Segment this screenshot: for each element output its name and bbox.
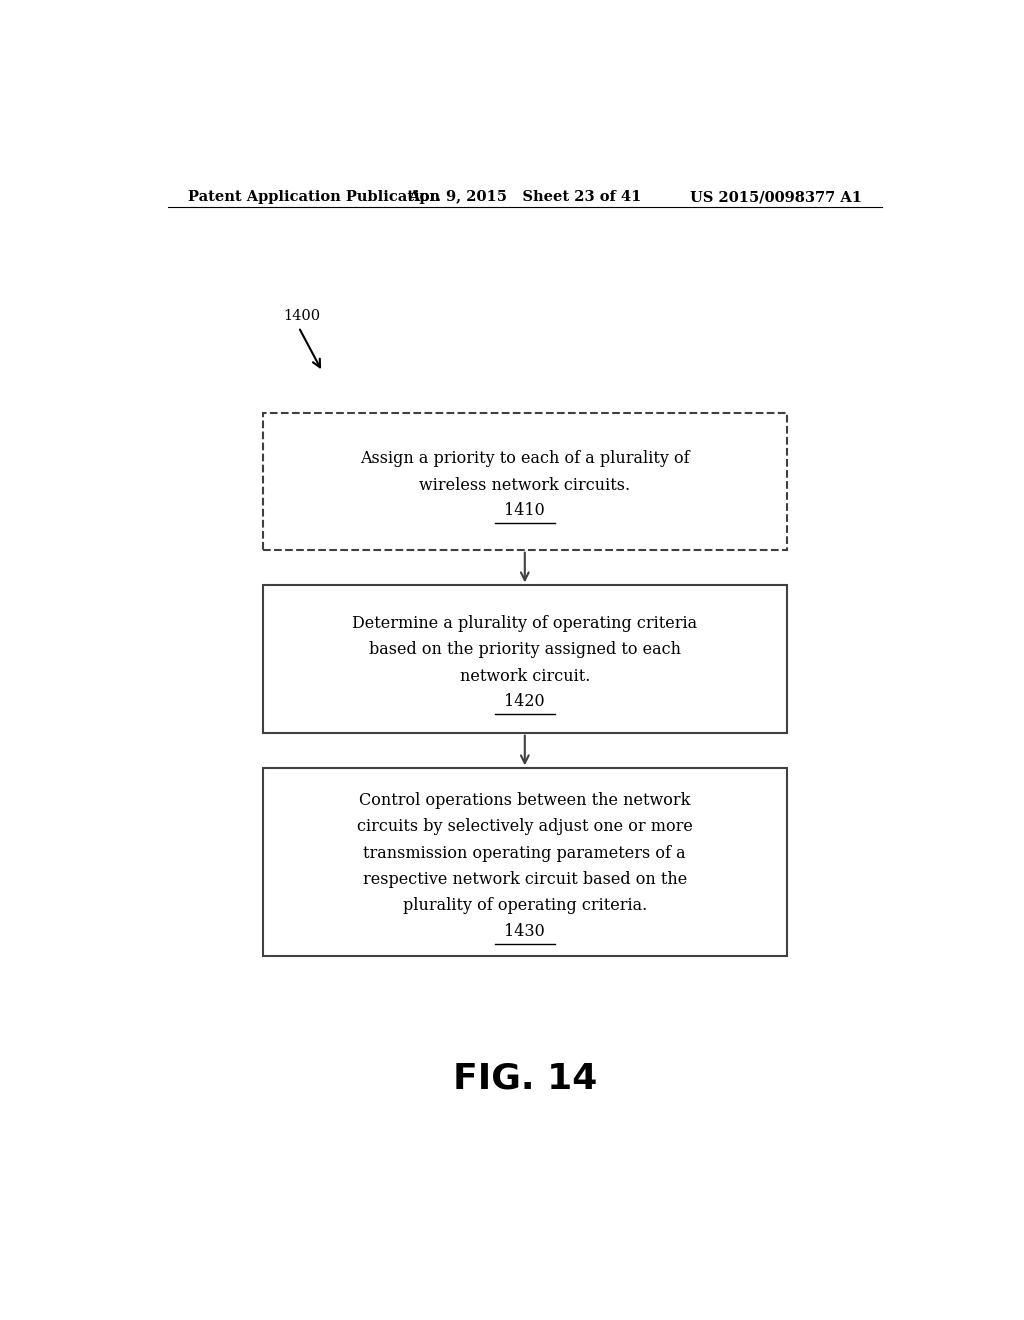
Text: 1420: 1420 xyxy=(505,693,545,710)
Text: based on the priority assigned to each: based on the priority assigned to each xyxy=(369,642,681,659)
Text: respective network circuit based on the: respective network circuit based on the xyxy=(362,871,687,888)
Text: circuits by selectively adjust one or more: circuits by selectively adjust one or mo… xyxy=(356,818,693,836)
Bar xyxy=(263,413,786,549)
Text: wireless network circuits.: wireless network circuits. xyxy=(419,477,631,494)
Text: transmission operating parameters of a: transmission operating parameters of a xyxy=(364,845,686,862)
Text: Apr. 9, 2015   Sheet 23 of 41: Apr. 9, 2015 Sheet 23 of 41 xyxy=(409,190,641,205)
Text: 1400: 1400 xyxy=(283,309,319,323)
Bar xyxy=(263,768,786,956)
Text: FIG. 14: FIG. 14 xyxy=(453,1061,597,1096)
Text: plurality of operating criteria.: plurality of operating criteria. xyxy=(402,898,647,915)
Text: Assign a priority to each of a plurality of: Assign a priority to each of a plurality… xyxy=(360,450,689,467)
Text: network circuit.: network circuit. xyxy=(460,668,590,685)
Text: 1410: 1410 xyxy=(505,502,545,519)
Text: US 2015/0098377 A1: US 2015/0098377 A1 xyxy=(690,190,862,205)
Bar xyxy=(263,585,786,733)
Text: Patent Application Publication: Patent Application Publication xyxy=(187,190,439,205)
Text: Control operations between the network: Control operations between the network xyxy=(359,792,690,809)
Text: Determine a plurality of operating criteria: Determine a plurality of operating crite… xyxy=(352,615,697,632)
Text: 1430: 1430 xyxy=(505,923,545,940)
